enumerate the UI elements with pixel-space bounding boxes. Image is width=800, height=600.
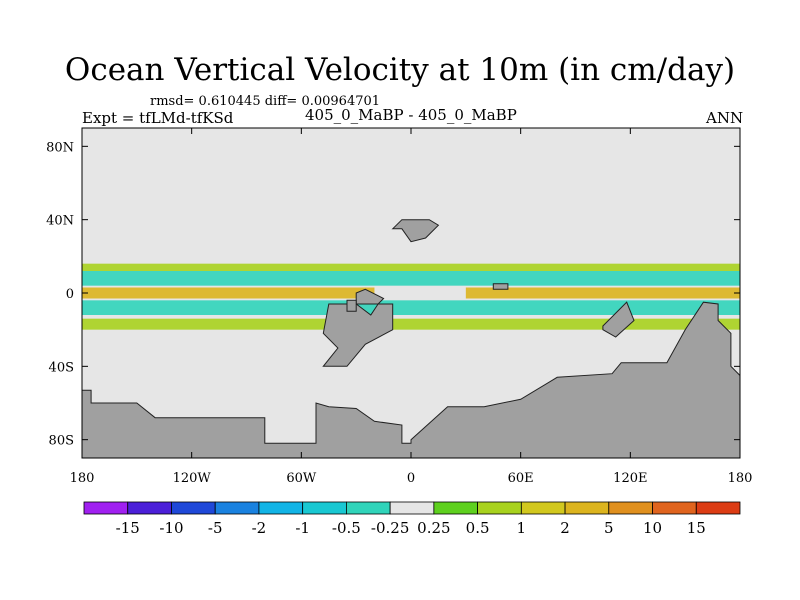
- chart-title: Ocean Vertical Velocity at 10m (in cm/da…: [64, 52, 736, 88]
- colorbar-swatch: [695, 501, 741, 515]
- asia-east-land: [602, 301, 635, 338]
- colorbar-swatch: [345, 501, 391, 515]
- land-mask: [82, 219, 740, 458]
- colorbar-swatch: [214, 501, 260, 515]
- field-southern-upwelling: [82, 318, 740, 330]
- experiment-label: Expt = tfLMd-tfKSd: [82, 109, 234, 127]
- x-tick-label: 180: [70, 471, 95, 486]
- colorbar-swatch: [433, 501, 479, 515]
- colorbar-label: 1: [517, 519, 527, 537]
- colorbar-swatch: [389, 501, 435, 515]
- colorbar-label: -5: [208, 519, 223, 537]
- y-tick-label: 80S: [49, 434, 74, 449]
- south-america-land: [322, 303, 394, 367]
- y-tick-label: 40N: [46, 214, 74, 229]
- field-equatorial-upwelling-pacific: [82, 287, 375, 299]
- colorbar-label: -1: [295, 519, 310, 537]
- colorbar-swatch: [302, 501, 347, 515]
- x-tick-label: 60E: [508, 471, 534, 486]
- x-tick-label: 120E: [613, 471, 647, 486]
- y-tick-label: 0: [66, 287, 74, 302]
- small-island-west: [346, 299, 357, 312]
- colorbar-label: -2: [252, 519, 267, 537]
- colorbar-swatch: [608, 501, 653, 515]
- colorbar-swatch: [258, 501, 304, 515]
- colorbar-label: 0.5: [466, 519, 490, 537]
- north-atlantic-land: [391, 219, 440, 243]
- colorbar-swatch: [127, 501, 172, 515]
- colorbar-label: -0.5: [332, 519, 361, 537]
- y-tick-label: 40S: [49, 360, 74, 375]
- colorbar-swatch: [477, 501, 522, 515]
- colorbar-label: 10: [643, 519, 662, 537]
- case-comparison-label: 405_0_MaBP - 405_0_MaBP: [305, 106, 517, 124]
- colorbar-label: -10: [159, 519, 183, 537]
- colorbar-swatch: [520, 501, 566, 515]
- field-off-equator-downwelling-south: [82, 300, 740, 315]
- x-tick-label: 60W: [286, 471, 317, 486]
- colorbar-label: 2: [560, 519, 570, 537]
- colorbar-label: 5: [604, 519, 614, 537]
- colorbar-swatch: [652, 501, 697, 515]
- small-island-mid: [492, 283, 509, 290]
- rmsd-diff-stats: rmsd= 0.610445 diff= 0.00964701: [150, 94, 381, 109]
- colorbar: -15 -10 -5 -2 -1 -0.5 -0.25 0.25 0.5 1 2 5 10 15: [83, 501, 741, 537]
- colorbar-label: 15: [687, 519, 706, 537]
- field-equatorial-upwelling-indian: [465, 287, 740, 299]
- colorbar-label: 0.25: [417, 519, 450, 537]
- season-label: ANN: [706, 109, 744, 127]
- colorbar-swatch: [83, 501, 129, 515]
- colorbar-label: -15: [116, 519, 140, 537]
- x-tick-label: 120W: [173, 471, 212, 486]
- colorbar-swatch: [171, 501, 216, 515]
- field-off-equator-downwelling-north: [82, 271, 740, 286]
- field-itcz-upwelling-north: [82, 263, 740, 271]
- antarctica-land: [82, 301, 740, 458]
- colorbar-label: -0.25: [371, 519, 409, 537]
- x-tick-label: 180: [728, 471, 753, 486]
- colorbar-swatch: [564, 501, 610, 515]
- y-tick-label: 80N: [46, 140, 74, 155]
- x-tick-label: 0: [407, 471, 415, 486]
